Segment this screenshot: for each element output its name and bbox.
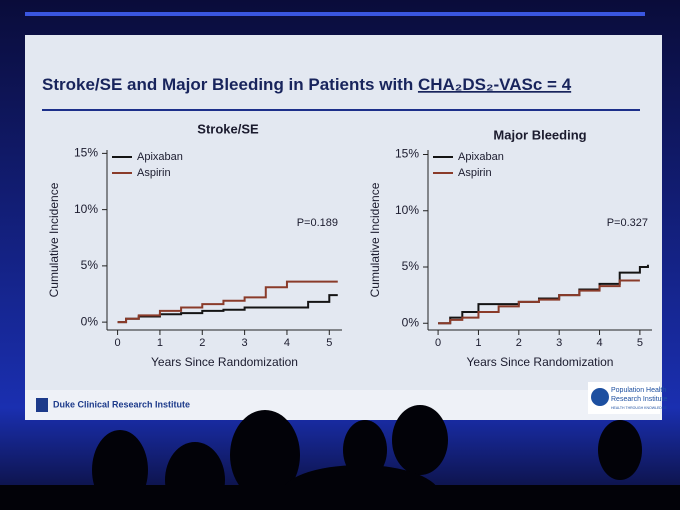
x-tick-label: 1: [157, 337, 163, 349]
x-tick-label: 2: [516, 337, 522, 349]
legend-label: Aspirin: [458, 167, 492, 179]
y-tick-label: 15%: [395, 147, 419, 161]
series-line: [117, 280, 338, 324]
y-tick-label: 5%: [81, 258, 99, 272]
phri-globe: [591, 388, 609, 406]
x-tick-label: 3: [242, 337, 248, 349]
annotation: P=0.189: [297, 217, 338, 229]
x-tick-label: 3: [556, 337, 562, 349]
footer-right-3: HEALTH THROUGH KNOWLEDGE: [611, 406, 668, 410]
x-tick-label: 5: [637, 337, 643, 349]
y-tick-label: 5%: [402, 259, 420, 273]
x-axis-label: Years Since Randomization: [151, 355, 298, 369]
x-tick-label: 4: [284, 337, 290, 349]
footer-left: Duke Clinical Research Institute: [53, 399, 190, 409]
title-text: Stroke/SE and Major Bleeding in Patients…: [42, 75, 418, 94]
annotation: P=0.327: [607, 217, 648, 229]
slide-footer: [25, 390, 662, 420]
legend-label: Apixaban: [458, 151, 504, 163]
series-line: [438, 264, 649, 325]
x-tick-label: 5: [326, 337, 332, 349]
y-tick-label: 0%: [402, 315, 420, 329]
legend-label: Aspirin: [137, 167, 171, 179]
slide: [25, 35, 662, 390]
audience-silhouettes: [0, 405, 680, 510]
y-tick-label: 15%: [74, 146, 98, 160]
y-tick-label: 0%: [81, 314, 99, 328]
x-axis-label: Years Since Randomization: [467, 355, 614, 369]
footer-right-2: Research Institute: [611, 396, 668, 403]
screen-edge: [25, 12, 645, 16]
y-axis-label: Cumulative Incidence: [47, 182, 61, 297]
chart-title: Major Bleeding: [493, 127, 586, 142]
x-tick-label: 0: [115, 337, 121, 349]
slide-title: Stroke/SE and Major Bleeding in Patients…: [42, 75, 572, 94]
series-line: [438, 279, 640, 325]
legend-label: Apixaban: [137, 151, 183, 163]
footer-right-1: Population Health: [611, 387, 666, 394]
title-score: CHA₂DS₂-VASc = 4: [418, 75, 572, 94]
x-tick-label: 4: [596, 337, 602, 349]
y-tick-label: 10%: [74, 202, 98, 216]
duke-logo: [36, 398, 48, 412]
x-tick-label: 2: [199, 337, 205, 349]
x-tick-label: 0: [435, 337, 441, 349]
y-tick-label: 10%: [395, 203, 419, 217]
y-axis-label: Cumulative Incidence: [368, 182, 382, 297]
x-tick-label: 1: [475, 337, 481, 349]
chart-title: Stroke/SE: [197, 121, 259, 136]
